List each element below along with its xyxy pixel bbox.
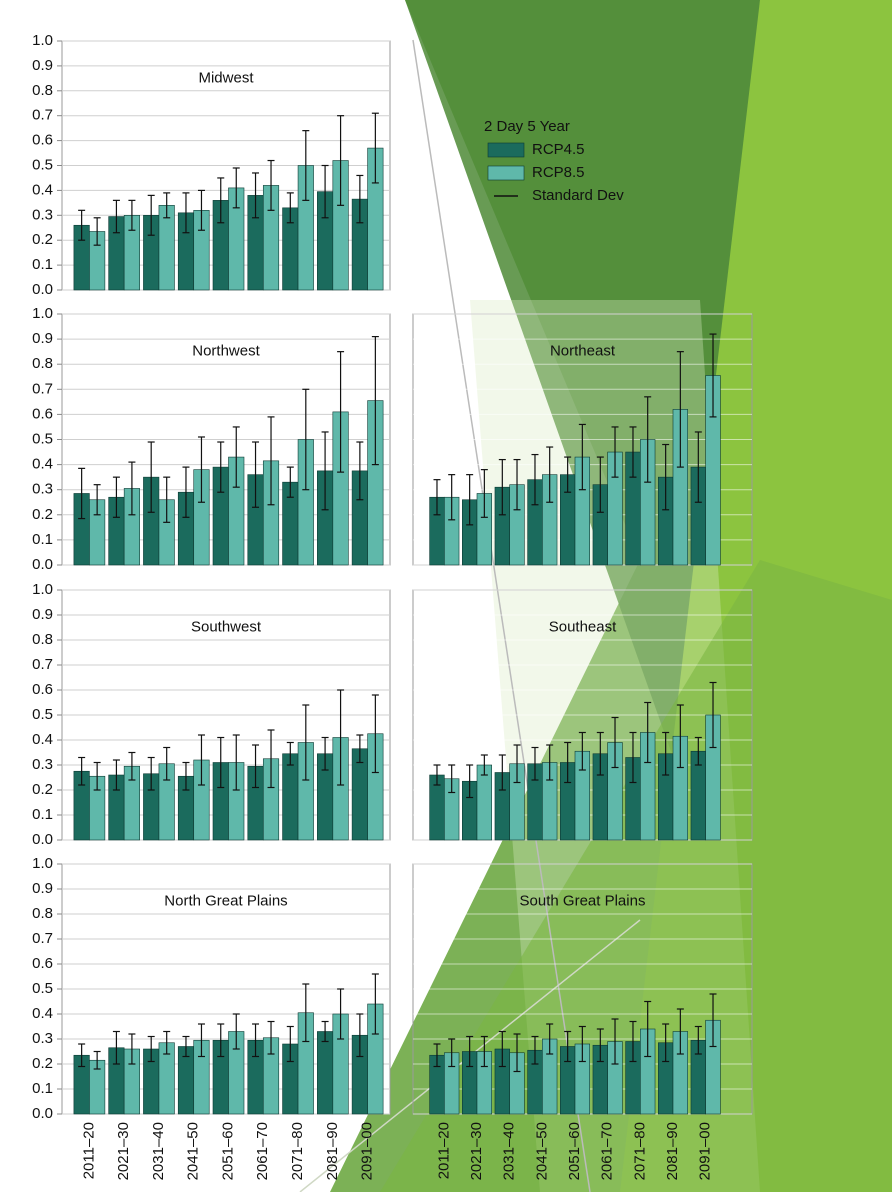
bar [282, 753, 299, 841]
x-tick-label: 2031–40 [150, 1122, 167, 1180]
legend-swatch [487, 142, 525, 158]
y-tick-label: 0.9 [32, 330, 53, 347]
bar [476, 764, 492, 841]
legend-label: RCP8.5 [532, 164, 585, 181]
panel: Southeast [412, 589, 753, 841]
y-tick-label: 0.0 [32, 831, 53, 848]
y-tick-label: 0.6 [32, 132, 53, 149]
y-tick-label: 0.6 [32, 955, 53, 972]
y-tick-label: 0.6 [32, 681, 53, 698]
panel-title: North Great Plains [164, 892, 287, 909]
panel-title: South Great Plains [520, 892, 646, 909]
y-tick-label: 0.4 [32, 456, 53, 473]
panel-title: Northeast [550, 343, 616, 360]
y-tick-label: 0.9 [32, 880, 53, 897]
legend-label: Standard Dev [532, 187, 624, 204]
panel: 0.0 0.1 0.2 0.3 0.4 0.5 0.6 0.7 0.8 0.9 1.0 North G… [32, 855, 391, 1180]
x-tick-label: 2021–30 [115, 1122, 132, 1180]
legend-label: RCP4.5 [532, 141, 585, 158]
y-tick-label: 0.3 [32, 1030, 53, 1047]
y-tick-label: 0.2 [32, 506, 53, 523]
y-tick-label: 0.5 [32, 430, 53, 447]
x-tick-label: 2021–30 [468, 1122, 485, 1180]
x-tick-label: 2061–70 [254, 1122, 271, 1180]
y-tick-label: 0.7 [32, 380, 53, 397]
y-tick-label: 0.5 [32, 980, 53, 997]
x-tick-label: 2071–80 [289, 1122, 306, 1180]
y-tick-label: 0.0 [32, 281, 53, 298]
y-tick-label: 0.1 [32, 531, 53, 548]
y-tick-label: 0.1 [32, 256, 53, 273]
panel: 0.0 0.1 0.2 0.3 0.4 0.5 0.6 0.7 0.8 0.9 1.0 Midwest [32, 32, 391, 298]
y-tick-label: 0.8 [32, 82, 53, 99]
y-tick-label: 0.2 [32, 231, 53, 248]
y-tick-label: 0.1 [32, 806, 53, 823]
y-tick-label: 0.0 [32, 1105, 53, 1122]
y-tick-label: 0.8 [32, 905, 53, 922]
y-tick-label: 0.9 [32, 606, 53, 623]
y-tick-label: 0.2 [32, 781, 53, 798]
y-tick-label: 0.3 [32, 756, 53, 773]
x-tick-label: 2031–40 [501, 1122, 518, 1180]
bg-line [412, 39, 591, 1192]
y-tick-label: 0.4 [32, 1005, 53, 1022]
x-tick-label: 2041–50 [185, 1122, 202, 1180]
y-tick-label: 0.4 [32, 181, 53, 198]
y-tick-label: 0.7 [32, 930, 53, 947]
y-tick-label: 0.5 [32, 156, 53, 173]
y-tick-label: 0.4 [32, 731, 53, 748]
x-tick-label: 2071–80 [631, 1122, 648, 1180]
panel: 0.0 0.1 0.2 0.3 0.4 0.5 0.6 0.7 0.8 0.9 1.0 Southwe… [32, 581, 391, 848]
y-tick-label: 1.0 [32, 581, 53, 598]
panel-title: Midwest [198, 69, 254, 86]
y-tick-label: 0.0 [32, 556, 53, 573]
x-tick-label: 2011–20 [435, 1122, 452, 1179]
panel-title: Northwest [192, 343, 260, 360]
panel: 0.0 0.1 0.2 0.3 0.4 0.5 0.6 0.7 0.8 0.9 1.0 Northwe… [32, 305, 391, 573]
y-tick-label: 0.5 [32, 706, 53, 723]
y-tick-label: 0.9 [32, 57, 53, 74]
y-tick-label: 0.7 [32, 107, 53, 124]
x-tick-label: 2051–60 [566, 1122, 583, 1180]
bar [317, 1031, 334, 1115]
x-tick-label: 2081–90 [324, 1122, 341, 1180]
x-tick-label: 2091–00 [697, 1122, 714, 1180]
panel: South Great Plains 2011–20 2021–30 2031–40 2… [412, 863, 753, 1180]
y-tick-label: 0.7 [32, 656, 53, 673]
y-tick-label: 0.3 [32, 206, 53, 223]
panel-title: Southwest [191, 618, 262, 635]
panel-title: Southeast [549, 618, 617, 635]
y-tick-label: 0.8 [32, 355, 53, 372]
bg-shape [380, 560, 892, 1192]
x-tick-label: 2061–70 [599, 1122, 616, 1180]
legend-swatch [487, 165, 525, 181]
x-tick-label: 2081–90 [664, 1122, 681, 1180]
y-tick-label: 0.1 [32, 1080, 53, 1097]
panel: Northeast [412, 313, 753, 566]
y-tick-label: 0.3 [32, 481, 53, 498]
y-tick-label: 1.0 [32, 855, 53, 872]
x-tick-label: 2051–60 [219, 1122, 236, 1180]
y-tick-label: 0.8 [32, 631, 53, 648]
x-tick-label: 2041–50 [533, 1122, 550, 1180]
x-tick-label: 2011–20 [80, 1122, 97, 1179]
y-tick-label: 1.0 [32, 32, 53, 49]
y-tick-label: 0.2 [32, 1055, 53, 1072]
y-tick-label: 0.6 [32, 405, 53, 422]
legend-title: 2 Day 5 Year [484, 118, 570, 135]
x-tick-label: 2091–00 [359, 1122, 376, 1180]
y-tick-label: 1.0 [32, 305, 53, 322]
legend: 2 Day 5 Year RCP4.5 RCP8.5 Standard Dev [484, 118, 624, 204]
